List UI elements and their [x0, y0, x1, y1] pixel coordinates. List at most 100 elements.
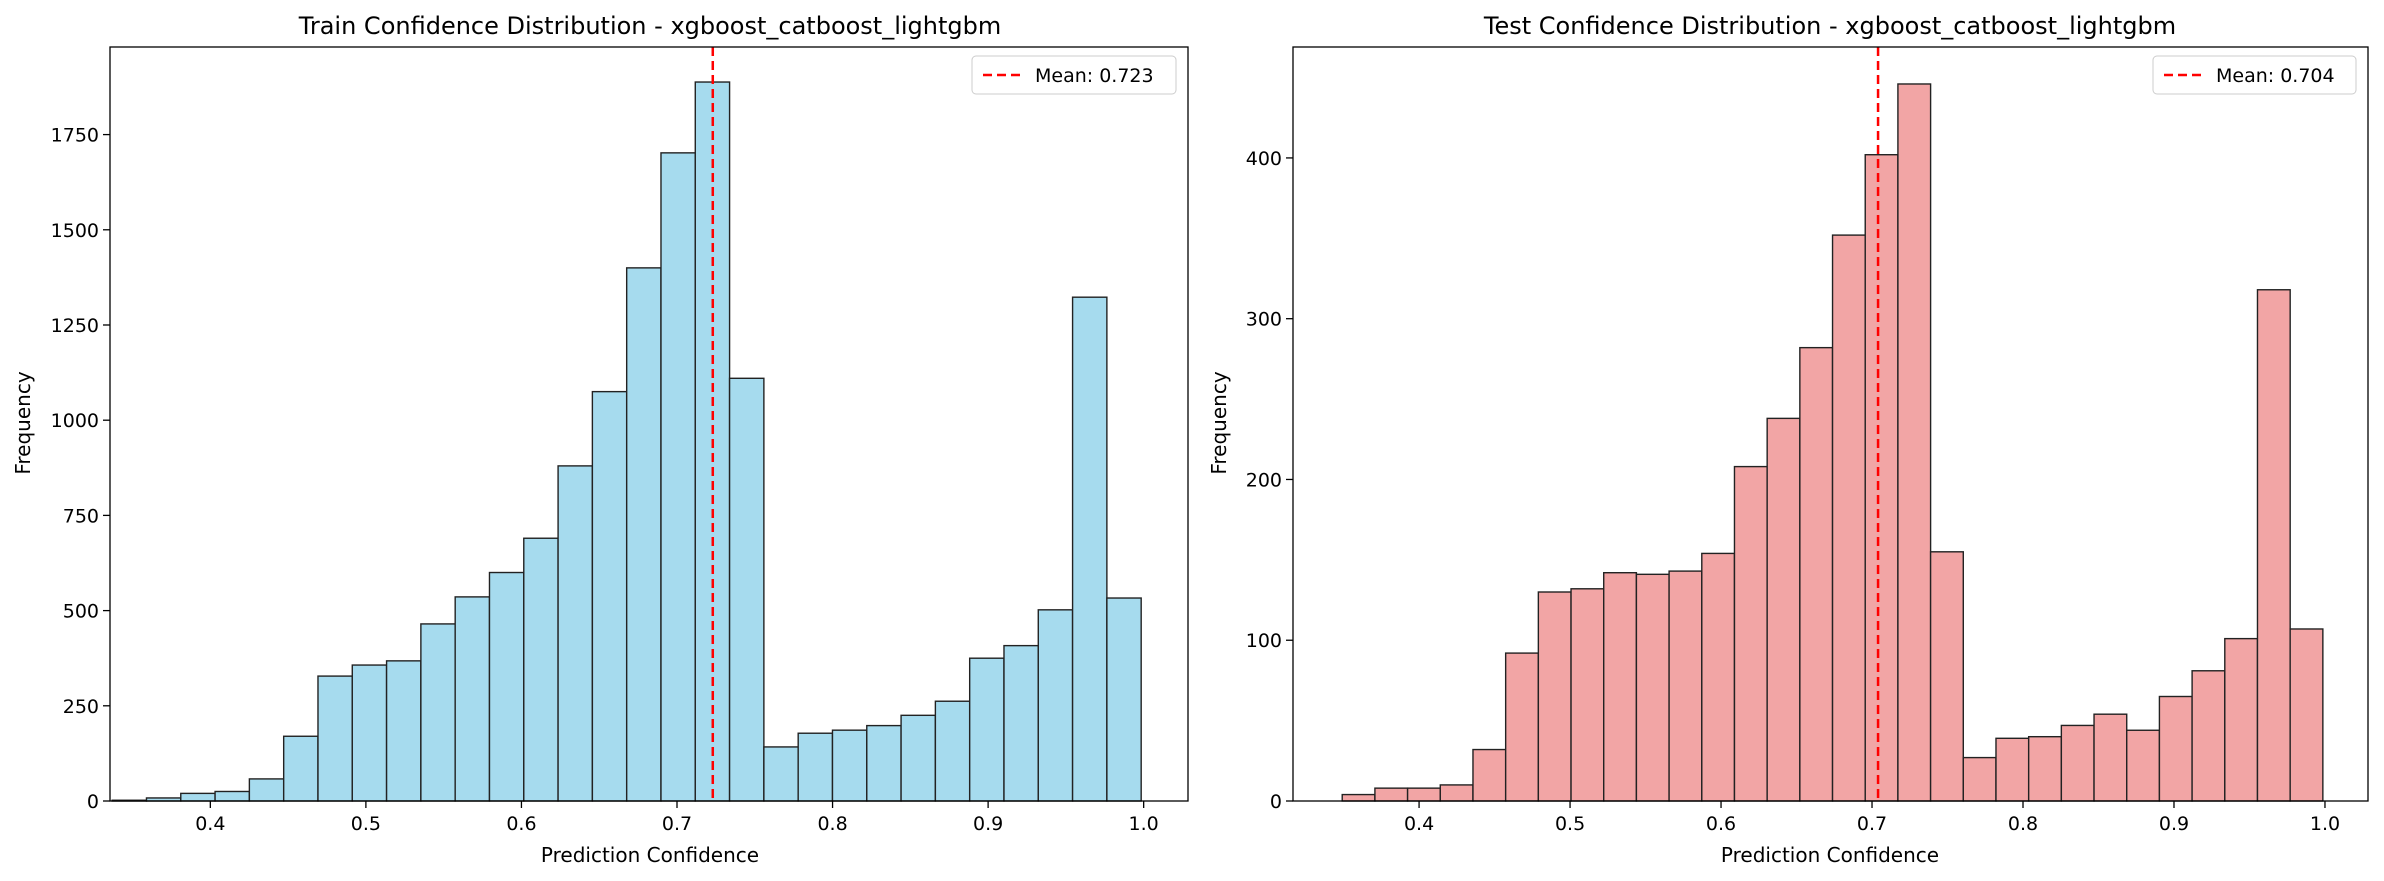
y-axis-label: Frequency	[1207, 371, 1231, 474]
histogram-bar	[1929, 551, 1964, 802]
y-tick-label: 250	[63, 696, 99, 718]
legend: Mean: 0.723	[971, 55, 1177, 95]
histogram-bar	[1766, 417, 1801, 802]
histogram-bar	[1603, 572, 1638, 802]
histogram-bar	[1374, 787, 1409, 802]
x-axis-label: Prediction Confidence	[541, 843, 759, 867]
histogram-bar	[557, 465, 594, 802]
histogram-bar	[1003, 644, 1039, 802]
histogram-bar	[2158, 695, 2193, 802]
histogram-bar	[1701, 552, 1736, 802]
histogram-bar	[968, 657, 1005, 802]
y-tick-label: 1750	[51, 125, 99, 147]
histogram-bar	[2256, 289, 2291, 802]
histogram-bar	[1864, 154, 1899, 802]
bars	[111, 81, 1142, 802]
histogram-bar	[214, 790, 251, 802]
y-tick-label: 400	[1246, 148, 1282, 170]
histogram-bar	[1831, 234, 1866, 802]
histogram-bar	[454, 596, 491, 802]
histogram-bar	[523, 537, 559, 802]
y-tick-label: 500	[63, 601, 99, 623]
histogram-bar	[180, 792, 216, 802]
x-tick-label: 0.6	[1706, 813, 1736, 835]
histogram-bar	[1962, 756, 1997, 802]
x-tick-label: 0.8	[2008, 813, 2038, 835]
histogram-bar	[728, 377, 765, 802]
histogram-bar	[1071, 296, 1108, 802]
histogram-bar	[591, 390, 628, 802]
histogram-bar	[1537, 591, 1572, 802]
y-tick-label: 0	[87, 791, 99, 813]
legend-label: Mean: 0.704	[2216, 65, 2335, 87]
x-tick-label: 0.4	[195, 813, 225, 835]
y-tick-label: 1000	[51, 410, 99, 432]
x-tick-label: 0.5	[351, 813, 381, 835]
y-tick-label: 100	[1246, 630, 1282, 652]
y-axis-ticks: 0 100 200 300 400	[1246, 148, 1293, 813]
histogram-bar	[1472, 748, 1507, 802]
histogram-bar	[1406, 787, 1441, 802]
histogram-bar	[488, 571, 525, 802]
x-tick-label: 0.7	[1857, 813, 1887, 835]
histogram-bar	[1799, 346, 1834, 802]
histogram-bar	[797, 732, 834, 802]
histogram-bar	[1439, 784, 1474, 802]
y-tick-label: 0	[1270, 791, 1282, 813]
histogram-bar	[2126, 729, 2161, 802]
histogram-bar	[763, 746, 799, 802]
histogram-bar	[2289, 628, 2324, 802]
histogram-bar	[934, 700, 971, 802]
histogram-bar	[866, 724, 902, 802]
histogram-bar	[2224, 637, 2259, 802]
histogram-bar	[2027, 735, 2063, 802]
x-tick-label: 0.7	[662, 813, 692, 835]
histogram-bar	[1995, 737, 2030, 802]
x-tick-label: 1.0	[2310, 813, 2340, 835]
histogram-bar	[1504, 652, 1540, 802]
histogram-bar	[317, 675, 353, 802]
histogram-bar	[831, 729, 868, 802]
legend-label: Mean: 0.723	[1035, 65, 1154, 87]
x-tick-label: 1.0	[1129, 813, 1159, 835]
y-tick-label: 1500	[51, 220, 99, 242]
histogram-bar	[2060, 724, 2095, 802]
x-tick-label: 0.8	[817, 813, 847, 835]
legend-box	[2152, 55, 2357, 95]
x-axis-ticks: 0.4 0.5 0.6 0.7 0.8 0.9 1.0	[195, 801, 1159, 835]
plot-frame	[109, 46, 1189, 802]
histogram-bar	[900, 714, 937, 802]
legend-box	[971, 55, 1177, 95]
chart-title: Train Confidence Distribution - xgboost_…	[298, 12, 1002, 40]
y-tick-label: 300	[1246, 309, 1282, 331]
x-axis-ticks: 0.4 0.5 0.6 0.7 0.8 0.9 1.0	[1404, 801, 2340, 835]
histogram-bar	[420, 623, 456, 802]
y-tick-label: 200	[1246, 469, 1282, 491]
test-chart-panel: Test Confidence Distribution - xgboost_c…	[1207, 12, 2369, 867]
histogram-bar	[1037, 609, 1074, 802]
x-tick-label: 0.5	[1555, 813, 1585, 835]
x-tick-label: 0.9	[973, 813, 1003, 835]
x-tick-label: 0.9	[2159, 813, 2189, 835]
histogram-bar	[248, 778, 285, 802]
chart-title: Test Confidence Distribution - xgboost_c…	[1483, 12, 2176, 40]
histogram-bar	[625, 267, 662, 802]
x-axis-label: Prediction Confidence	[1721, 843, 1939, 867]
histogram-bar	[2093, 713, 2128, 802]
legend: Mean: 0.704	[2152, 55, 2357, 95]
y-tick-label: 1250	[51, 315, 99, 337]
histogram-bar	[385, 660, 422, 802]
histogram-bar	[1897, 83, 1932, 802]
y-axis-ticks: 0 250 500 750 1000 1250 1500 1750	[51, 125, 110, 813]
y-axis-label: Frequency	[11, 371, 35, 474]
train-chart-panel: Train Confidence Distribution - xgboost_…	[11, 12, 1189, 867]
histogram-bar	[1668, 570, 1703, 802]
histogram-bar	[1570, 588, 1605, 802]
y-tick-label: 750	[63, 505, 99, 527]
plot-frame	[1292, 46, 2369, 802]
histogram-bar	[2191, 670, 2226, 802]
histogram-bar	[1106, 597, 1142, 802]
histogram-bar	[351, 664, 388, 802]
histogram-bar	[1341, 793, 1376, 802]
